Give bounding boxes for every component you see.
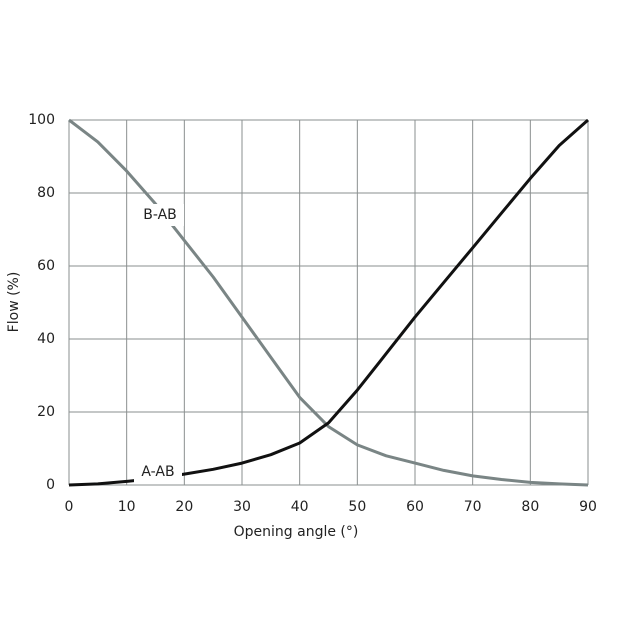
y-tick-label: 20 xyxy=(37,404,55,420)
x-tick-label: 60 xyxy=(406,499,424,515)
y-tick-label: 100 xyxy=(28,112,55,128)
x-tick-label: 90 xyxy=(579,499,597,515)
x-tick-label: 40 xyxy=(291,499,309,515)
x-tick-label: 20 xyxy=(175,499,193,515)
label-background xyxy=(134,461,182,483)
y-axis-title: Flow (%) xyxy=(6,272,22,333)
x-tick-label: 80 xyxy=(521,499,539,515)
x-axis-title: Opening angle (°) xyxy=(234,524,359,540)
label-background xyxy=(136,204,184,226)
y-tick-label: 40 xyxy=(37,331,55,347)
x-tick-label: 70 xyxy=(464,499,482,515)
series-label: A-AB xyxy=(141,464,174,480)
line-series xyxy=(68,118,589,487)
x-tick-label: 50 xyxy=(348,499,366,515)
y-tick-label: 60 xyxy=(37,258,55,274)
y-tick-label: 0 xyxy=(46,477,55,493)
x-tick-label: 0 xyxy=(65,499,74,515)
x-tick-label: 30 xyxy=(233,499,251,515)
x-tick-label: 10 xyxy=(118,499,136,515)
line-series xyxy=(68,118,589,487)
series-label: B-AB xyxy=(143,207,177,223)
y-tick-label: 80 xyxy=(37,185,55,201)
